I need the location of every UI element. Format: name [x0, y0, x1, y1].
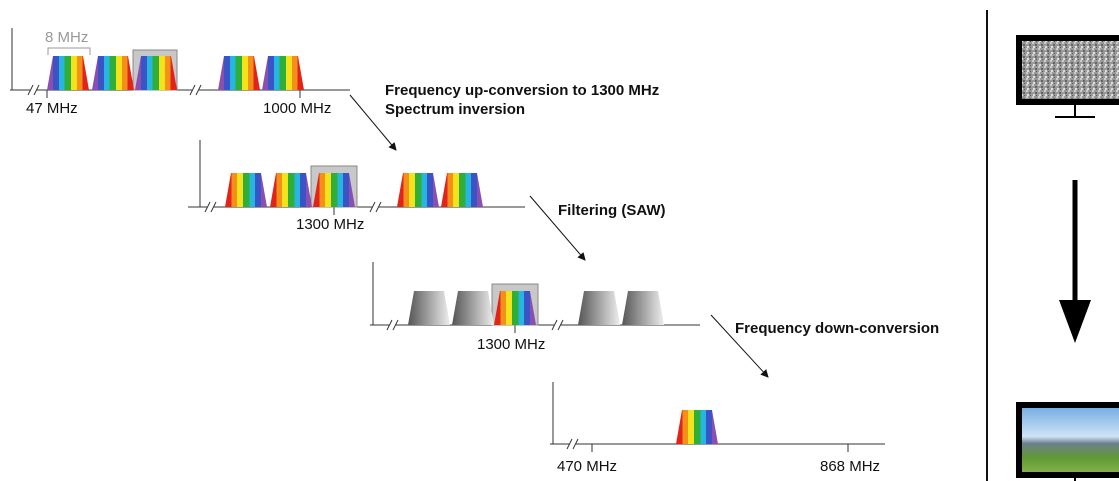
channel: [225, 173, 267, 207]
freq-label: 470 MHz: [557, 458, 617, 475]
step-label: Frequency down-conversion: [735, 320, 939, 337]
freq-label: 47 MHz: [26, 100, 78, 117]
tv-noise: [1019, 38, 1119, 102]
channel: [47, 56, 89, 90]
channel: [452, 291, 494, 325]
channel: [218, 56, 260, 90]
channel: [92, 56, 134, 90]
step-label: Spectrum inversion: [385, 101, 525, 118]
big-arrow-head: [1059, 300, 1091, 343]
channel: [622, 291, 664, 325]
bandwidth-label: 8 MHz: [45, 29, 88, 46]
channel: [494, 291, 536, 325]
tv-picture: [1019, 405, 1119, 475]
step-label: Filtering (SAW): [558, 202, 666, 219]
channel: [135, 56, 177, 90]
channel: [578, 291, 620, 325]
channel: [313, 173, 355, 207]
channel: [262, 56, 304, 90]
freq-label: 1300 MHz: [296, 216, 364, 233]
channel: [676, 410, 718, 444]
freq-label: 868 MHz: [820, 458, 880, 475]
channel: [408, 291, 450, 325]
diagram: 8 MHz 47 MHz 1000 MHz Frequency up-conve…: [0, 0, 1119, 481]
step-label: Frequency up-conversion to 1300 MHz: [385, 82, 659, 99]
channel: [270, 173, 312, 207]
bandwidth-bracket: [48, 48, 90, 55]
freq-label: 1300 MHz: [477, 336, 545, 353]
freq-label: 1000 MHz: [263, 100, 331, 117]
channel: [397, 173, 439, 207]
channel: [441, 173, 483, 207]
